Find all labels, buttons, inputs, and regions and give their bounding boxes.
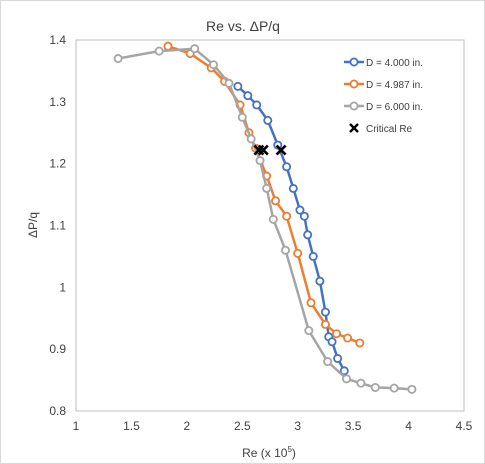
legend-item: D = 4.987 in.: [344, 79, 423, 91]
legend-swatch-marker: [349, 57, 359, 67]
data-point: [190, 44, 200, 54]
y-tick-label: 1.4: [49, 33, 66, 47]
data-point: [355, 338, 365, 348]
legend-swatch-marker: [349, 101, 359, 111]
data-point: [327, 337, 337, 347]
plot-area: [75, 39, 465, 412]
legend-swatch-marker: [349, 79, 359, 89]
x-axis-label-superscript: 5: [287, 445, 292, 454]
series-layer: [113, 41, 417, 394]
x-tick-label: 2: [184, 419, 191, 433]
data-point: [293, 248, 303, 258]
x-tick-label: 1: [73, 419, 80, 433]
series-3: [113, 44, 417, 394]
y-tick-label: 1.1: [49, 219, 66, 233]
data-point: [341, 374, 351, 384]
data-point: [255, 156, 265, 166]
x-tick-label: 4: [405, 419, 412, 433]
y-tick-label: 1: [59, 280, 66, 294]
data-point: [154, 46, 164, 56]
data-point: [113, 54, 123, 64]
legend-label: Critical Re: [366, 124, 413, 135]
y-tick-label: 1.2: [49, 157, 66, 171]
data-point: [315, 276, 325, 286]
data-point: [308, 251, 318, 261]
data-point: [339, 366, 349, 376]
series-4: [253, 144, 287, 156]
chart-title: Re vs. ΔP/q: [206, 18, 280, 34]
y-tick-label: 1.3: [49, 95, 66, 109]
x-axis-ticks: 1 1.5 2 2.5 3 3.5 4 4.5: [73, 419, 473, 433]
legend-item: D = 4.000 in.: [344, 57, 423, 69]
data-point: [333, 353, 343, 363]
data-point: [407, 384, 417, 394]
critical-re-marker: [257, 144, 269, 156]
legend-swatch-x: [349, 123, 359, 133]
series-2: [163, 41, 365, 348]
x-axis-label-main: Re (x 10: [242, 446, 288, 460]
legend-label: D = 6.000 in.: [366, 102, 423, 113]
data-point: [323, 357, 333, 367]
y-axis-ticks: 0.8 0.9 1 1.1 1.2 1.3 1.4: [49, 33, 66, 418]
data-point: [268, 214, 278, 224]
series-1: [233, 81, 349, 376]
data-point: [343, 333, 353, 343]
data-point: [281, 245, 291, 255]
data-point: [243, 91, 253, 101]
data-point: [163, 41, 173, 51]
data-point: [320, 319, 330, 329]
data-point: [299, 211, 309, 221]
series-line: [167, 45, 361, 345]
data-point: [282, 162, 292, 172]
x-tick-label: 3.5: [345, 419, 362, 433]
x-tick-label: 4.5: [456, 419, 473, 433]
x-tick-label: 2.5: [234, 419, 251, 433]
legend-item: D = 6.000 in.: [344, 101, 423, 113]
data-point: [246, 134, 256, 144]
data-point: [208, 60, 218, 70]
data-point: [271, 196, 281, 206]
data-point: [288, 183, 298, 193]
data-point: [389, 383, 399, 393]
data-point: [303, 230, 313, 240]
data-point: [356, 378, 366, 388]
data-point: [262, 183, 272, 193]
data-point: [233, 81, 243, 91]
data-point: [295, 205, 305, 215]
y-tick-label: 0.9: [49, 342, 66, 356]
data-point: [282, 211, 292, 221]
legend: D = 4.000 in. D = 4.987 in. D = 6.000 in. C…: [344, 57, 423, 135]
data-point: [370, 383, 380, 393]
data-point: [224, 78, 234, 88]
x-tick-label: 1.5: [123, 419, 140, 433]
x-axis-label-end: ): [292, 446, 296, 460]
legend-label: D = 4.000 in.: [366, 58, 423, 69]
y-tick-label: 0.8: [49, 404, 66, 418]
data-point: [237, 112, 247, 122]
x-tick-label: 3: [294, 419, 301, 433]
data-point: [304, 326, 314, 336]
data-point: [252, 100, 262, 110]
data-point: [320, 307, 330, 317]
data-point: [332, 329, 342, 339]
legend-label: D = 4.987 in.: [366, 80, 423, 91]
y-axis-label: ΔP/q: [26, 212, 40, 238]
data-point: [306, 298, 316, 308]
legend-item: Critical Re: [349, 123, 413, 135]
data-point: [263, 115, 273, 125]
x-axis-label: Re (x 105): [242, 445, 296, 460]
critical-re-marker: [275, 144, 287, 156]
series-line: [117, 47, 412, 391]
